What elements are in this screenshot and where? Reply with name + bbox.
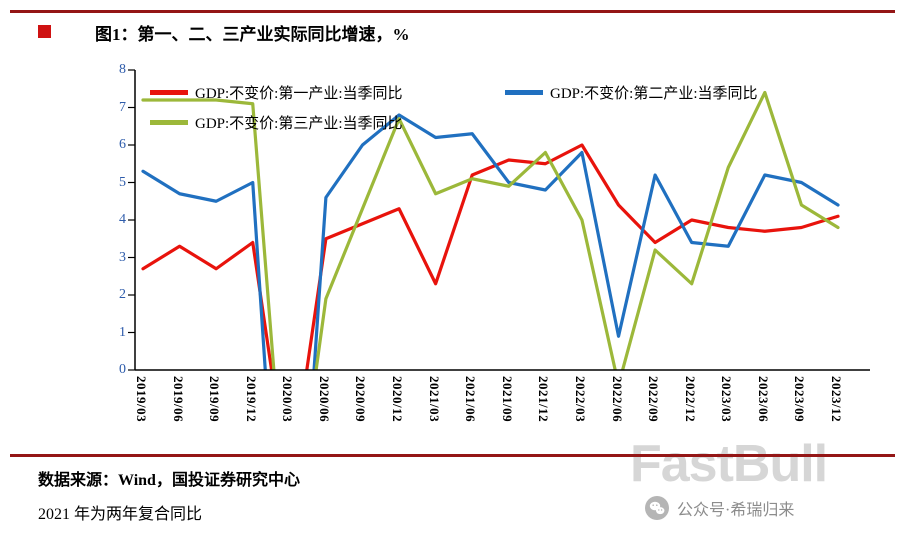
- x-tick-label: 2021/09: [499, 376, 515, 423]
- data-source-text: 数据来源：Wind，国投证券研究中心: [38, 472, 300, 489]
- wechat-watermark: 公众号·希瑞归来: [645, 496, 794, 520]
- footer-note-text: 2021 年为两年复合同比: [38, 506, 203, 523]
- y-tick-label: 8: [119, 62, 126, 77]
- x-tick-label: 2023/12: [829, 376, 844, 423]
- x-tick-label: 2019/12: [243, 376, 259, 423]
- legend-item-1: GDP:不变价:第一产业:当季同比: [150, 82, 403, 102]
- x-tick-label: 2020/06: [316, 376, 332, 423]
- x-tick-label: 2022/03: [572, 376, 588, 423]
- wechat-icon: [645, 496, 669, 520]
- x-tick-label: 2019/09: [207, 376, 223, 423]
- y-tick-label: 3: [119, 249, 126, 265]
- x-tick-label: 2022/12: [682, 376, 698, 423]
- legend-item-2: GDP:不变价:第二产业:当季同比: [505, 82, 758, 102]
- x-tick-label: 2020/09: [353, 376, 369, 423]
- series-line-3: [141, 90, 840, 370]
- legend-label-1: GDP:不变价:第一产业:当季同比: [195, 85, 403, 102]
- y-tick-label: 0: [119, 362, 126, 377]
- wechat-account-text: 公众号·希瑞归来: [677, 502, 795, 519]
- x-tick-label: 2020/03: [280, 376, 296, 423]
- x-tick-label: 2021/03: [426, 376, 442, 423]
- legend-label-3: GDP:不变价:第三产业:当季同比: [195, 115, 403, 132]
- y-tick-label: 5: [119, 174, 126, 190]
- x-tick-label: 2021/12: [536, 376, 552, 423]
- legend-swatch-2: [505, 89, 543, 95]
- y-tick-label: 1: [119, 324, 126, 340]
- figure-title: 图1：第一、二、三产业实际同比增速，%: [95, 25, 410, 44]
- legend-swatch-3: [150, 119, 188, 125]
- legend-swatch-1: [150, 89, 188, 95]
- y-tick-label: 7: [119, 99, 126, 115]
- footer-divider: [10, 454, 895, 457]
- x-tick-label: 2023/09: [792, 376, 808, 423]
- title-bullet-square: [38, 25, 51, 38]
- series-line-2: [141, 113, 840, 370]
- legend-label-2: GDP:不变价:第二产业:当季同比: [550, 85, 758, 102]
- x-tick-label: 2020/12: [390, 376, 406, 423]
- x-tick-label: 2022/09: [646, 376, 662, 423]
- fastbull-watermark: FastBull: [630, 435, 828, 493]
- x-tick-label: 2022/06: [609, 376, 625, 423]
- y-tick-label: 6: [119, 137, 126, 152]
- x-tick-label: 2023/06: [755, 376, 771, 423]
- y-tick-label: 2: [119, 287, 126, 302]
- top-divider: [10, 10, 895, 13]
- x-tick-label: 2019/06: [170, 376, 186, 423]
- x-tick-label: 2019/03: [134, 376, 149, 423]
- x-tick-label: 2023/03: [719, 376, 735, 423]
- legend-item-3: GDP:不变价:第三产业:当季同比: [150, 112, 403, 132]
- x-tick-label: 2021/06: [463, 376, 479, 423]
- y-tick-label: 4: [119, 212, 126, 227]
